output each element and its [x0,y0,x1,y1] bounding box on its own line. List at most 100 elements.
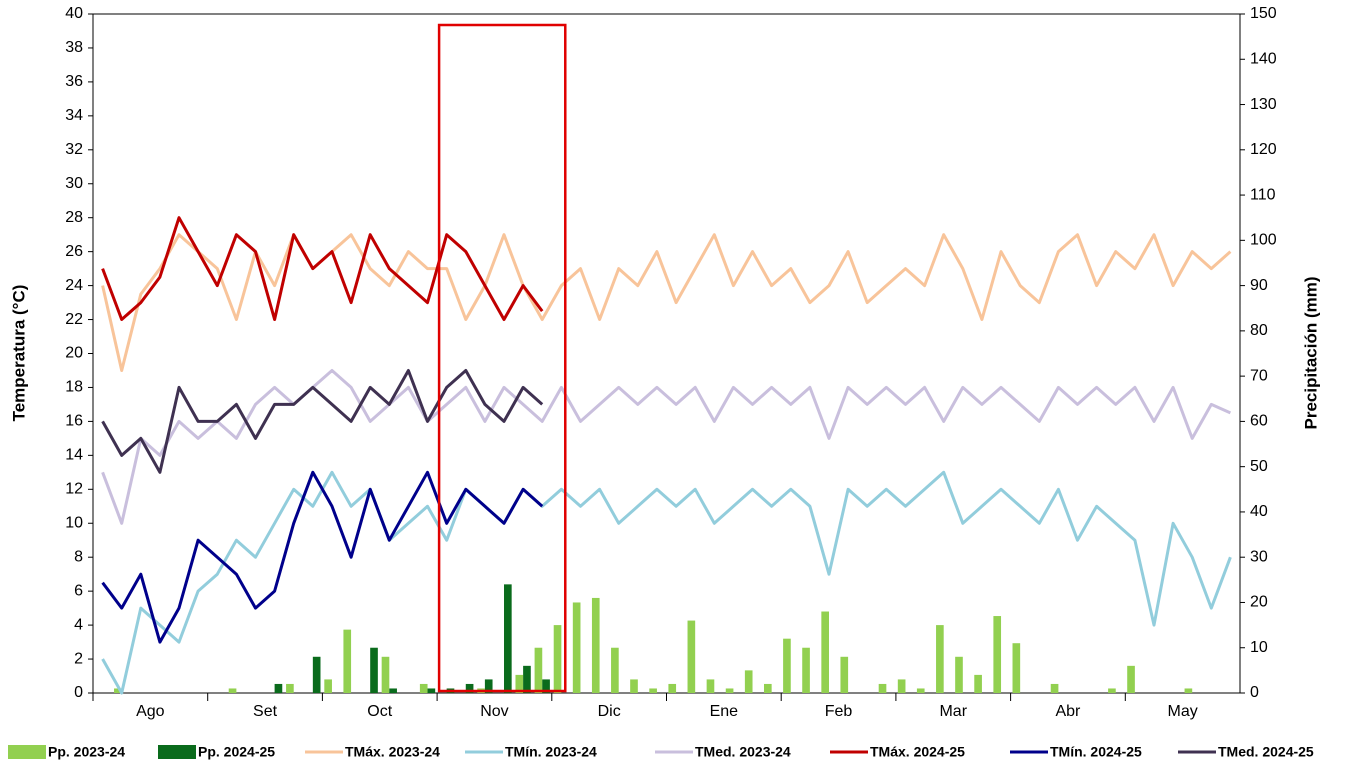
bar [706,679,715,693]
bar [897,679,906,693]
bar [821,611,829,693]
bar [649,688,657,693]
legend-label: TMáx. 2023-24 [345,744,440,760]
bar [936,625,944,693]
highlight-box [437,23,567,693]
bar [484,679,493,693]
bar [274,683,283,693]
y2-tick-label: 50 [1250,458,1268,475]
y-tick-label: 2 [74,650,83,667]
x-tick-label: May [1168,703,1198,720]
y-tick-label: 0 [74,684,83,701]
legend-swatch [158,745,196,759]
line [101,470,544,644]
y2-tick-label: 120 [1250,141,1277,158]
y-tick-label: 24 [65,277,83,294]
y2-tick-label: 70 [1250,367,1268,384]
legend-label: Pp. 2024-25 [198,744,275,760]
bar [324,679,332,693]
y-tick-label: 22 [65,311,83,328]
bar [389,688,397,693]
bar [504,584,512,693]
y-tick-label: 10 [65,514,83,531]
x-tick-label: Ago [136,703,165,720]
y-tick-label: 6 [74,582,83,599]
bar [840,656,849,693]
plot-frame [92,13,1241,694]
bar [553,625,562,693]
bar [878,683,887,693]
y2-tick-label: 20 [1250,594,1268,611]
y-tick-label: 8 [74,548,83,565]
y2-tick-label: 40 [1250,503,1268,520]
bar [427,688,436,693]
bar [419,683,428,693]
bar [465,683,474,693]
y2-tick-label: 130 [1250,96,1277,113]
legend-label: TMín. 2023-24 [505,744,597,760]
x-tick-label: Feb [825,703,853,720]
legend-swatch [8,745,46,759]
bar [687,620,696,693]
bar [725,688,734,693]
bar [630,679,638,693]
x-tick-label: Dic [598,703,621,720]
y2-tick-label: 0 [1250,684,1259,701]
bar [1012,643,1021,693]
line [101,216,544,321]
y2-tick-label: 10 [1250,639,1268,656]
bar [668,683,677,693]
x-tick-label: Nov [480,703,508,720]
y-tick-label: 40 [65,5,83,22]
y-tick-label: 26 [65,243,83,260]
bar [534,647,543,693]
legend-label: TMáx. 2024-25 [870,744,965,760]
y2-tick-label: 100 [1250,232,1277,249]
y-tick-label: 18 [65,379,83,396]
bar [955,656,963,693]
bar [974,674,982,693]
bar [763,683,772,693]
y2-tick-label: 140 [1250,50,1277,67]
y2-axis-label: Precipitación (mm) [1301,276,1320,429]
line [101,233,1232,372]
y-tick-label: 14 [65,447,83,464]
x-tick-label: Mar [939,703,967,720]
y2-tick-label: 80 [1250,322,1268,339]
y2-tick-label: 150 [1250,5,1277,22]
x-tick-label: Oct [367,703,392,720]
y-tick-label: 20 [65,345,83,362]
bar [312,656,321,693]
y-tick-label: 16 [65,413,83,430]
legend-label: Pp. 2023-24 [48,744,125,760]
y2-tick-label: 90 [1250,277,1268,294]
bar [1108,688,1116,693]
y-tick-label: 38 [65,39,83,56]
x-tick-label: Set [253,703,278,720]
y2-tick-label: 30 [1250,548,1268,565]
bar [916,688,925,693]
y2-tick-label: 110 [1250,186,1276,203]
y-tick-label: 34 [65,107,83,124]
y-tick-label: 36 [65,73,83,90]
bar [1184,688,1193,693]
line [101,470,1232,695]
bar [286,683,294,693]
bar [572,602,581,693]
line [101,369,1232,525]
y-tick-label: 28 [65,209,83,226]
bar [993,616,1002,693]
bar [542,679,550,693]
bar [515,674,524,693]
bar [228,688,237,693]
x-tick-label: Abr [1055,703,1081,720]
legend-label: TMed. 2023-24 [695,744,791,760]
bar [591,597,600,693]
y-tick-label: 4 [74,616,83,633]
bar [343,629,352,693]
line [101,369,544,474]
bar [611,647,619,693]
y-tick-label: 12 [65,481,83,498]
bar [381,656,390,693]
